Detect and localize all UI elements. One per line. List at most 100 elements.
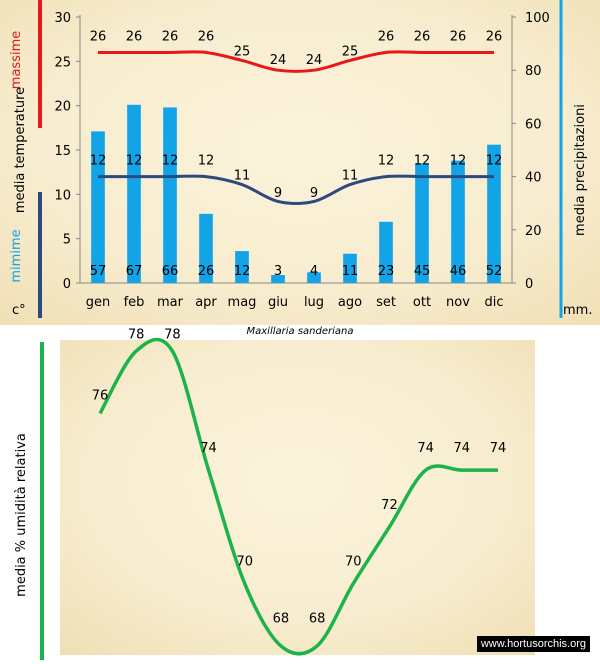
humidity-value-label: 70 [345, 555, 362, 570]
site-credit: www.hortusorchis.org [476, 636, 590, 652]
min-temp-value-label: 11 [342, 168, 359, 183]
max-temp-value-label: 24 [270, 53, 287, 68]
month-label: mar [157, 295, 184, 310]
max-temp-value-label: 26 [198, 29, 215, 44]
month-label: feb [124, 295, 145, 310]
month-label: giu [268, 295, 288, 310]
precip-value-label: 67 [126, 264, 143, 279]
max-temp-line [98, 50, 494, 73]
left-tick-label: 5 [63, 233, 71, 248]
precip-bar [127, 104, 141, 283]
left-tick-label: 25 [54, 55, 71, 70]
min-temp-value-label: 9 [310, 186, 318, 201]
humidity-value-label: 68 [309, 611, 326, 626]
precip-value-label: 12 [234, 264, 251, 279]
max-temp-value-label: 26 [378, 29, 395, 44]
min-temp-value-label: 12 [414, 154, 431, 169]
precip-bar [163, 107, 177, 283]
min-temp-value-label: 11 [234, 168, 251, 183]
right-tick-label: 100 [525, 11, 550, 26]
left-tick-label: 10 [54, 188, 71, 203]
humidity-value-label: 74 [417, 441, 434, 456]
humidity-value-label: 76 [92, 388, 109, 403]
humidity-value-label: 74 [200, 441, 217, 456]
precip-bar [199, 213, 213, 283]
precip-bar [451, 160, 465, 283]
max-temp-value-label: 26 [486, 29, 503, 44]
precip-bar [307, 272, 321, 283]
left-tick-label: 15 [54, 144, 71, 159]
humidity-value-label: 74 [490, 441, 507, 456]
precip-unit-label: mm. [563, 303, 592, 318]
month-label: ago [338, 295, 362, 310]
precip-bar [271, 275, 285, 283]
month-label: nov [446, 295, 470, 310]
max-temp-value-label: 26 [450, 29, 467, 44]
humidity-value-label: 68 [273, 611, 290, 626]
left-tick-label: 30 [54, 11, 71, 26]
right-tick-label: 40 [525, 171, 542, 186]
precip-value-label: 11 [342, 264, 359, 279]
right-tick-label: 60 [525, 117, 542, 132]
temperature-lines [97, 50, 494, 206]
precip-value-label: 4 [310, 264, 318, 279]
right-tick-label: 20 [525, 224, 542, 239]
max-temp-label: massime [9, 31, 24, 89]
min-temp-value-label: 9 [274, 186, 282, 201]
precip-bar [235, 251, 249, 283]
precip-bar [379, 221, 393, 283]
min-temp-value-label: 12 [126, 154, 143, 169]
min-temp-value-label: 12 [378, 154, 395, 169]
left-axis-ticks: 0 5 10 15 20 25 30 [54, 11, 80, 292]
precip-axis-label: media precipitazioni [573, 104, 588, 236]
min-temp-line [97, 174, 494, 206]
humidity-line [98, 337, 498, 656]
humidity-value-label: 78 [128, 328, 145, 343]
month-label: ott [413, 295, 431, 310]
humidity-axis-label: media % umidità relativa [14, 433, 29, 597]
precip-bar [415, 163, 429, 283]
precip-value-label: 26 [198, 264, 215, 279]
right-axis-ticks: 0 20 40 60 80 100 [512, 11, 550, 292]
precipitation-bars [91, 104, 501, 283]
precip-value-label: 23 [378, 264, 395, 279]
max-temp-value-label: 26 [414, 29, 431, 44]
chart-title: Maxillaria sanderiana [247, 326, 354, 337]
precip-bar [343, 253, 357, 283]
humidity-curve [98, 337, 498, 656]
humidity-value-label: 78 [164, 328, 181, 343]
top-data-labels: 57 67 66 26 12 3 4 11 23 45 46 52 26 26 26 26 25 24 24 25 26… [90, 29, 503, 279]
max-temp-value-label: 24 [306, 53, 323, 68]
month-label: lug [304, 295, 324, 310]
max-temp-value-label: 25 [342, 44, 359, 59]
precip-value-label: 66 [162, 264, 179, 279]
month-label: gen [86, 295, 111, 310]
humidity-data-labels: 76 78 78 74 70 68 68 70 72 74 74 74 [92, 328, 507, 627]
month-label: dic [484, 295, 503, 310]
max-temp-value-label: 26 [126, 29, 143, 44]
left-tick-label: 0 [63, 277, 71, 292]
humidity-value-label: 74 [454, 441, 471, 456]
precip-bar [487, 144, 501, 283]
right-tick-label: 80 [525, 64, 542, 79]
bottom-chart-background [60, 340, 535, 655]
min-temp-value-label: 12 [198, 154, 215, 169]
precip-value-label: 46 [450, 264, 467, 279]
min-temp-value-label: 12 [90, 154, 107, 169]
month-label: mag [228, 295, 257, 310]
humidity-value-label: 72 [381, 498, 398, 513]
right-tick-label: 0 [525, 277, 533, 292]
humidity-value-label: 70 [236, 555, 253, 570]
precip-value-label: 3 [274, 264, 282, 279]
temp-unit-label: c° [12, 303, 26, 318]
max-temp-value-label: 25 [234, 44, 251, 59]
max-temp-value-label: 26 [162, 29, 179, 44]
precip-value-label: 52 [486, 264, 503, 279]
min-temp-value-label: 12 [162, 154, 179, 169]
avg-temp-label: media temperature [13, 87, 28, 213]
precip-bar [91, 131, 105, 283]
min-temp-label: mimime [9, 229, 24, 282]
month-label: set [376, 295, 396, 310]
month-label: apr [195, 295, 217, 310]
